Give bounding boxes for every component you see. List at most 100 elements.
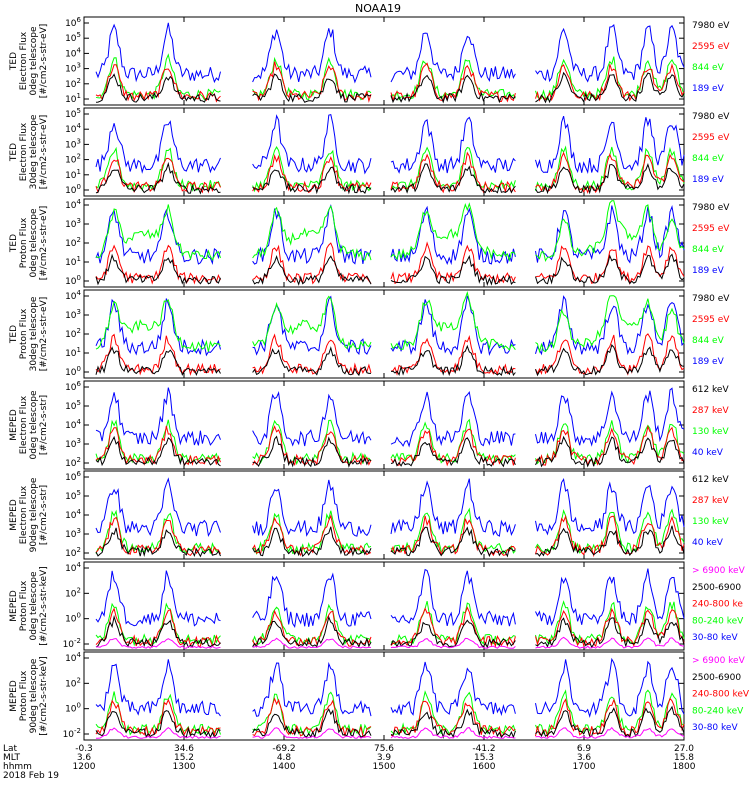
y-label-line: TED — [9, 52, 19, 71]
y-label-line: [#/cm2-s-str-eV] — [39, 115, 49, 190]
legend-entry: 844 eV — [692, 245, 725, 255]
y-axis-label: MEPED Electron Flux 0deg telescope [#/cm2-s… — [9, 390, 49, 460]
x-tick-mlt: 15.2 — [174, 753, 194, 763]
series-line-7980-ev — [95, 253, 685, 287]
series-line-80-240-kev — [95, 600, 685, 647]
y-tick-label: 103 — [65, 308, 81, 321]
y-tick-label: 100 — [65, 702, 81, 715]
panel-5: 102 103 104 105 106 MEPED Electron Flux 0deg te… — [9, 380, 729, 470]
legend-entry: 287 keV — [692, 496, 729, 506]
legend-entry: 189 eV — [692, 266, 725, 276]
y-label-line: Proton Flux — [19, 308, 29, 359]
y-label-line: [#/cm2-s-str-eV] — [39, 206, 49, 281]
x-tick-mlt: 3.6 — [577, 753, 592, 763]
legend-entry: 844 eV — [692, 63, 725, 73]
series-line-189-ev — [95, 22, 685, 84]
x-tick-mlt: 15.3 — [474, 753, 494, 763]
series-line-7980-ev — [95, 343, 685, 377]
y-label-line: Proton Flux — [19, 670, 29, 721]
y-tick-label: 102 — [65, 586, 81, 599]
series-line-2500-6900 — [95, 705, 685, 740]
x-tick-hhmm: 1200 — [73, 762, 96, 772]
y-tick-label: 102 — [65, 546, 81, 559]
y-label-line: Proton Flux — [19, 217, 29, 268]
y-tick-label: 103 — [65, 527, 81, 540]
x-row-label: 2018 Feb 19 — [3, 771, 59, 781]
legend-entry: 80-240 keV — [692, 616, 744, 626]
legend-entry: 2595 eV — [692, 42, 730, 52]
y-label-line: Electron Flux — [19, 395, 29, 454]
y-tick-label: 104 — [65, 508, 81, 521]
y-tick-label: 105 — [65, 107, 81, 120]
y-label-line: TED — [9, 143, 19, 162]
y-tick-label: 102 — [65, 153, 81, 166]
legend-entry: 30-80 keV — [692, 633, 738, 643]
y-tick-label: 102 — [65, 456, 81, 469]
panel-frame — [83, 16, 685, 106]
y-tick-label: 101 — [65, 92, 81, 105]
series-line-40-kev — [95, 477, 685, 537]
y-label-line: 90deg telescope — [29, 658, 39, 733]
legend-entry: 612 keV — [692, 475, 729, 485]
y-label-line: MEPED — [9, 590, 19, 622]
x-tick-mlt: 3.6 — [77, 753, 92, 763]
series-line-612-kev — [95, 435, 685, 468]
y-label-line: Electron Flux — [19, 31, 29, 90]
legend-entry: 189 eV — [692, 84, 725, 94]
y-tick-label: 105 — [65, 399, 81, 412]
y-label-line: MEPED — [9, 409, 19, 441]
series-line-30-80-kev — [95, 657, 685, 718]
y-tick-label: 10-2 — [63, 727, 81, 740]
y-tick-label: 104 — [65, 46, 81, 59]
y-tick-label: 105 — [65, 489, 81, 502]
y-label-line: 30deg telescope — [29, 296, 39, 371]
series-line--6900-kev — [96, 726, 685, 739]
x-row-label: MLT — [3, 753, 21, 763]
y-label-line: [#/cm2-s-str-keV] — [39, 566, 49, 645]
y-tick-label: 101 — [65, 346, 81, 359]
panel-frame — [83, 561, 685, 651]
legend-entry: 2500-6900 — [692, 673, 741, 683]
legend-entry: 80-240 keV — [692, 706, 744, 716]
panel-3: 100 101 102 103 104 TED Proton Flux 0deg telesc… — [9, 198, 730, 288]
x-tick-lat: 6.9 — [577, 744, 592, 754]
x-tick-hhmm: 1600 — [473, 762, 496, 772]
legend-entry: 189 eV — [692, 175, 725, 185]
legend-entry: 240-800 ke — [692, 600, 743, 610]
legend-entry: > 6900 keV — [692, 566, 746, 576]
y-label-line: TED — [9, 325, 19, 344]
y-label-line: 30deg telescope — [29, 114, 39, 189]
y-label-line: MEPED — [9, 680, 19, 712]
y-tick-label: 102 — [65, 327, 81, 340]
y-tick-label: 100 — [65, 274, 81, 287]
x-tick-mlt: 15.8 — [674, 753, 694, 763]
x-row-label: Lat — [3, 744, 18, 754]
y-tick-label: 100 — [65, 612, 81, 625]
y-label-line: [#/cm2-s-str-eV] — [39, 297, 49, 372]
y-label-line: [#/cm2-s-str-keV] — [39, 656, 49, 735]
legend-entry: 287 keV — [692, 406, 729, 416]
series-line-189-ev — [95, 204, 685, 266]
panel-8: 10-2 100 102 104 MEPED Proton Flux 90deg teles… — [9, 651, 750, 741]
x-tick-lat: -0.3 — [75, 744, 93, 754]
panel-7: 10-2 100 102 104 MEPED Proton Flux 0deg telesc… — [9, 561, 746, 651]
legend-entry: 7980 eV — [692, 294, 730, 304]
y-tick-label: 104 — [65, 561, 81, 574]
y-tick-label: 101 — [65, 168, 81, 181]
series-line-7980-ev — [95, 161, 685, 195]
series-line-2595-ev — [95, 61, 685, 103]
legend-entry: 2595 eV — [692, 133, 730, 143]
x-tick-hhmm: 1800 — [673, 762, 696, 772]
y-tick-label: 103 — [65, 217, 81, 230]
y-label-line: [#/cm2-s-str-eV] — [39, 24, 49, 99]
legend-entry: 7980 eV — [692, 21, 730, 31]
y-axis-label: TED Electron Flux 0deg telescope [#/cm2-s-s… — [9, 24, 49, 99]
legend-entry: 130 keV — [692, 517, 729, 527]
panel-1: 101 102 103 104 105 106 TED Electron Flux 0deg t… — [9, 16, 730, 106]
legend-entry: 130 keV — [692, 427, 729, 437]
series-line-844-ev — [95, 53, 685, 101]
y-tick-label: 104 — [65, 289, 81, 302]
series-line-80-240-kev — [95, 689, 684, 737]
series-line-2500-6900 — [95, 614, 685, 649]
y-label-line: [#/cm2-s-str] — [39, 485, 49, 545]
